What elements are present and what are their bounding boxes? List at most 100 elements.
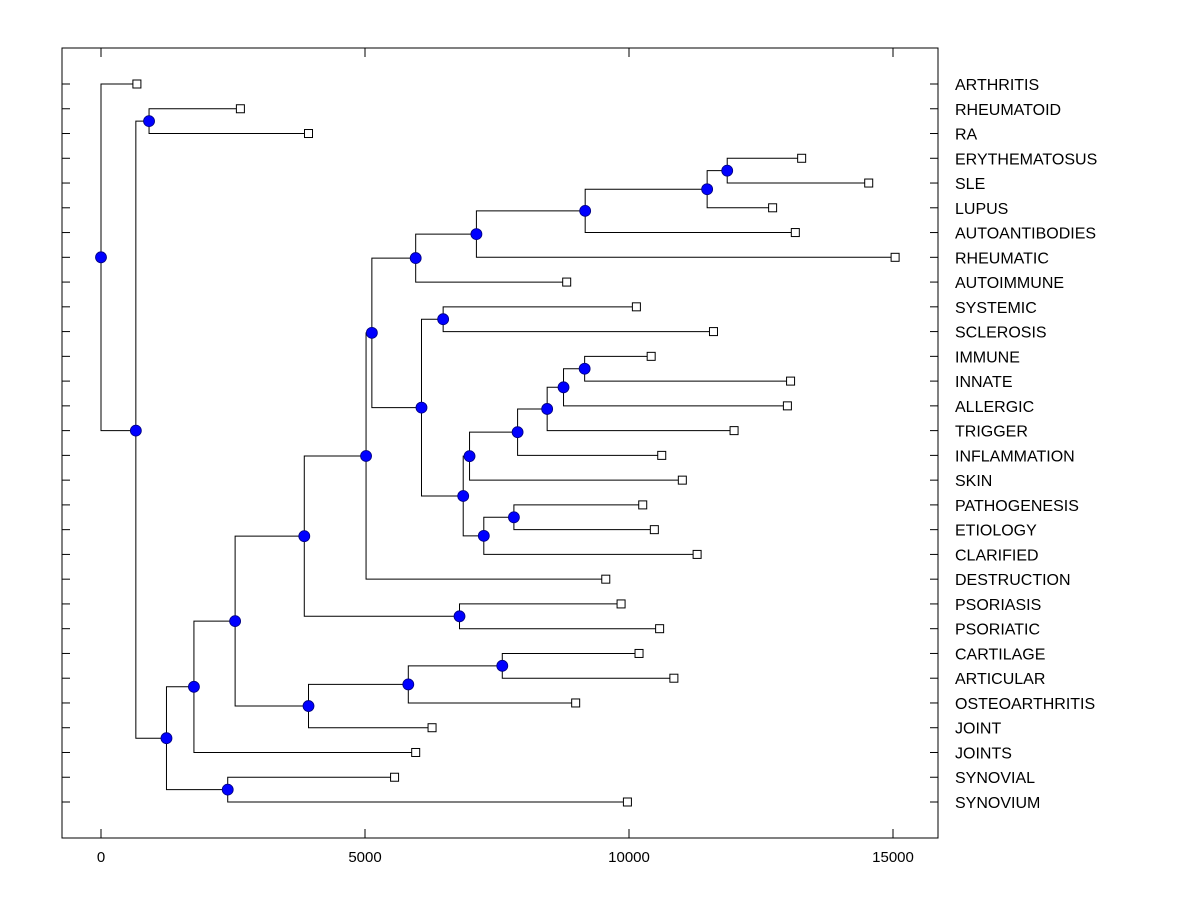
internal-node bbox=[541, 403, 554, 415]
tree-link bbox=[517, 432, 662, 456]
internal-node bbox=[507, 511, 520, 524]
leaf-label: SYNOVIAL bbox=[955, 770, 1035, 787]
leaf-label: ERYTHEMATOSUS bbox=[955, 151, 1097, 168]
internal-node bbox=[557, 381, 570, 394]
tree-link bbox=[420, 407, 464, 497]
leaf-node bbox=[427, 723, 437, 733]
internal-node bbox=[365, 326, 378, 339]
tree-link bbox=[193, 620, 236, 687]
internal-node bbox=[453, 610, 466, 623]
leaf-node bbox=[571, 698, 581, 708]
x-axis-ticks: 0 5000 10000 15000 bbox=[97, 48, 914, 866]
tree-link bbox=[407, 684, 576, 704]
leaf-label: JOINT bbox=[955, 721, 1001, 738]
leaf-label: ALLERGIC bbox=[955, 399, 1034, 416]
tree-link bbox=[227, 776, 395, 790]
leaf-label: AUTOIMMUNE bbox=[955, 275, 1064, 292]
tree-link bbox=[459, 603, 622, 617]
tree-link bbox=[148, 121, 309, 135]
tree-link bbox=[475, 210, 586, 235]
tree-link bbox=[234, 621, 309, 707]
tree-link bbox=[371, 257, 416, 333]
leaf-labels: ARTHRITIS RHEUMATOID RA ERYTHEMATOSUS SLE LUP… bbox=[955, 77, 1097, 812]
tree-link bbox=[483, 535, 698, 555]
tree-links bbox=[100, 83, 896, 803]
internal-node bbox=[437, 313, 450, 326]
leaf-label: INNATE bbox=[955, 374, 1012, 391]
leaf-node bbox=[646, 351, 656, 361]
leaf-node bbox=[390, 772, 400, 782]
tree-link bbox=[303, 536, 460, 617]
internal-node bbox=[129, 424, 142, 437]
leaf-node bbox=[692, 549, 702, 559]
tree-link bbox=[563, 368, 585, 388]
leaf-node bbox=[890, 252, 900, 262]
leaf-label: PSORIASIS bbox=[955, 597, 1041, 614]
leaf-label: DESTRUCTION bbox=[955, 572, 1071, 589]
tree-link bbox=[193, 686, 416, 753]
internal-node bbox=[415, 401, 428, 414]
leaf-node bbox=[655, 624, 665, 634]
internal-node bbox=[188, 680, 200, 693]
internal-node bbox=[402, 678, 415, 691]
internal-node bbox=[360, 450, 372, 462]
leaf-label: RA bbox=[955, 127, 978, 144]
leaf-label: ARTICULAR bbox=[955, 671, 1045, 688]
tree-link bbox=[420, 318, 444, 408]
leaf-label: CARTILAGE bbox=[955, 646, 1045, 663]
leaf-node bbox=[657, 450, 667, 460]
leaf-node bbox=[677, 475, 687, 485]
leaf-label: INFLAMMATION bbox=[955, 448, 1075, 465]
leaf-label: SLE bbox=[955, 176, 985, 193]
leaf-node bbox=[638, 500, 648, 510]
tree-link bbox=[371, 332, 422, 409]
tree-link bbox=[513, 517, 655, 531]
internal-node bbox=[477, 529, 490, 542]
leaf-node bbox=[649, 525, 659, 535]
internal-node bbox=[221, 783, 234, 796]
leaf-label: PATHOGENESIS bbox=[955, 498, 1079, 515]
tree-link bbox=[469, 456, 683, 481]
tree-link bbox=[584, 210, 796, 234]
internal-node bbox=[579, 204, 592, 217]
leaf-node bbox=[235, 104, 245, 114]
tree-link bbox=[584, 188, 708, 211]
tree-link bbox=[469, 431, 518, 457]
internal-node bbox=[463, 450, 476, 463]
leaf-node bbox=[669, 673, 679, 683]
leaf-label: RHEUMATOID bbox=[955, 102, 1061, 119]
internal-node bbox=[457, 490, 470, 502]
y-axis-ticks bbox=[62, 83, 938, 803]
leaf-label: OSTEOARTHRITIS bbox=[955, 696, 1095, 713]
x-tick-label: 5000 bbox=[348, 849, 381, 866]
tree-link bbox=[563, 387, 788, 407]
tree-link bbox=[546, 408, 735, 432]
leaf-label: AUTOANTIBODIES bbox=[955, 226, 1096, 243]
tree-link bbox=[584, 368, 791, 382]
tree-link bbox=[308, 683, 409, 707]
leaf-node bbox=[634, 648, 644, 658]
leaf-node bbox=[601, 574, 611, 584]
internal-node bbox=[298, 530, 311, 543]
internal-node bbox=[143, 115, 155, 128]
tree-link bbox=[462, 455, 470, 496]
x-tick-label: 15000 bbox=[872, 849, 914, 866]
internal-node bbox=[721, 164, 734, 177]
leaf-label: TRIGGER bbox=[955, 424, 1028, 441]
tree-link bbox=[459, 616, 660, 630]
tree-link bbox=[483, 516, 514, 536]
tree-link bbox=[148, 108, 241, 122]
leaf-node bbox=[562, 277, 572, 287]
tree-link bbox=[726, 157, 802, 171]
tree-link bbox=[726, 170, 869, 184]
tree-link bbox=[234, 535, 305, 622]
leaf-label: PSORIATIC bbox=[955, 622, 1040, 639]
tree-link bbox=[462, 495, 484, 537]
leaf-node bbox=[768, 203, 778, 213]
leaf-label: SYSTEMIC bbox=[955, 300, 1037, 317]
tree-link bbox=[706, 189, 773, 209]
leaf-label: ETIOLOGY bbox=[955, 523, 1037, 540]
tree-link bbox=[365, 456, 606, 580]
leaf-node bbox=[622, 797, 632, 807]
leaf-node bbox=[708, 327, 718, 337]
